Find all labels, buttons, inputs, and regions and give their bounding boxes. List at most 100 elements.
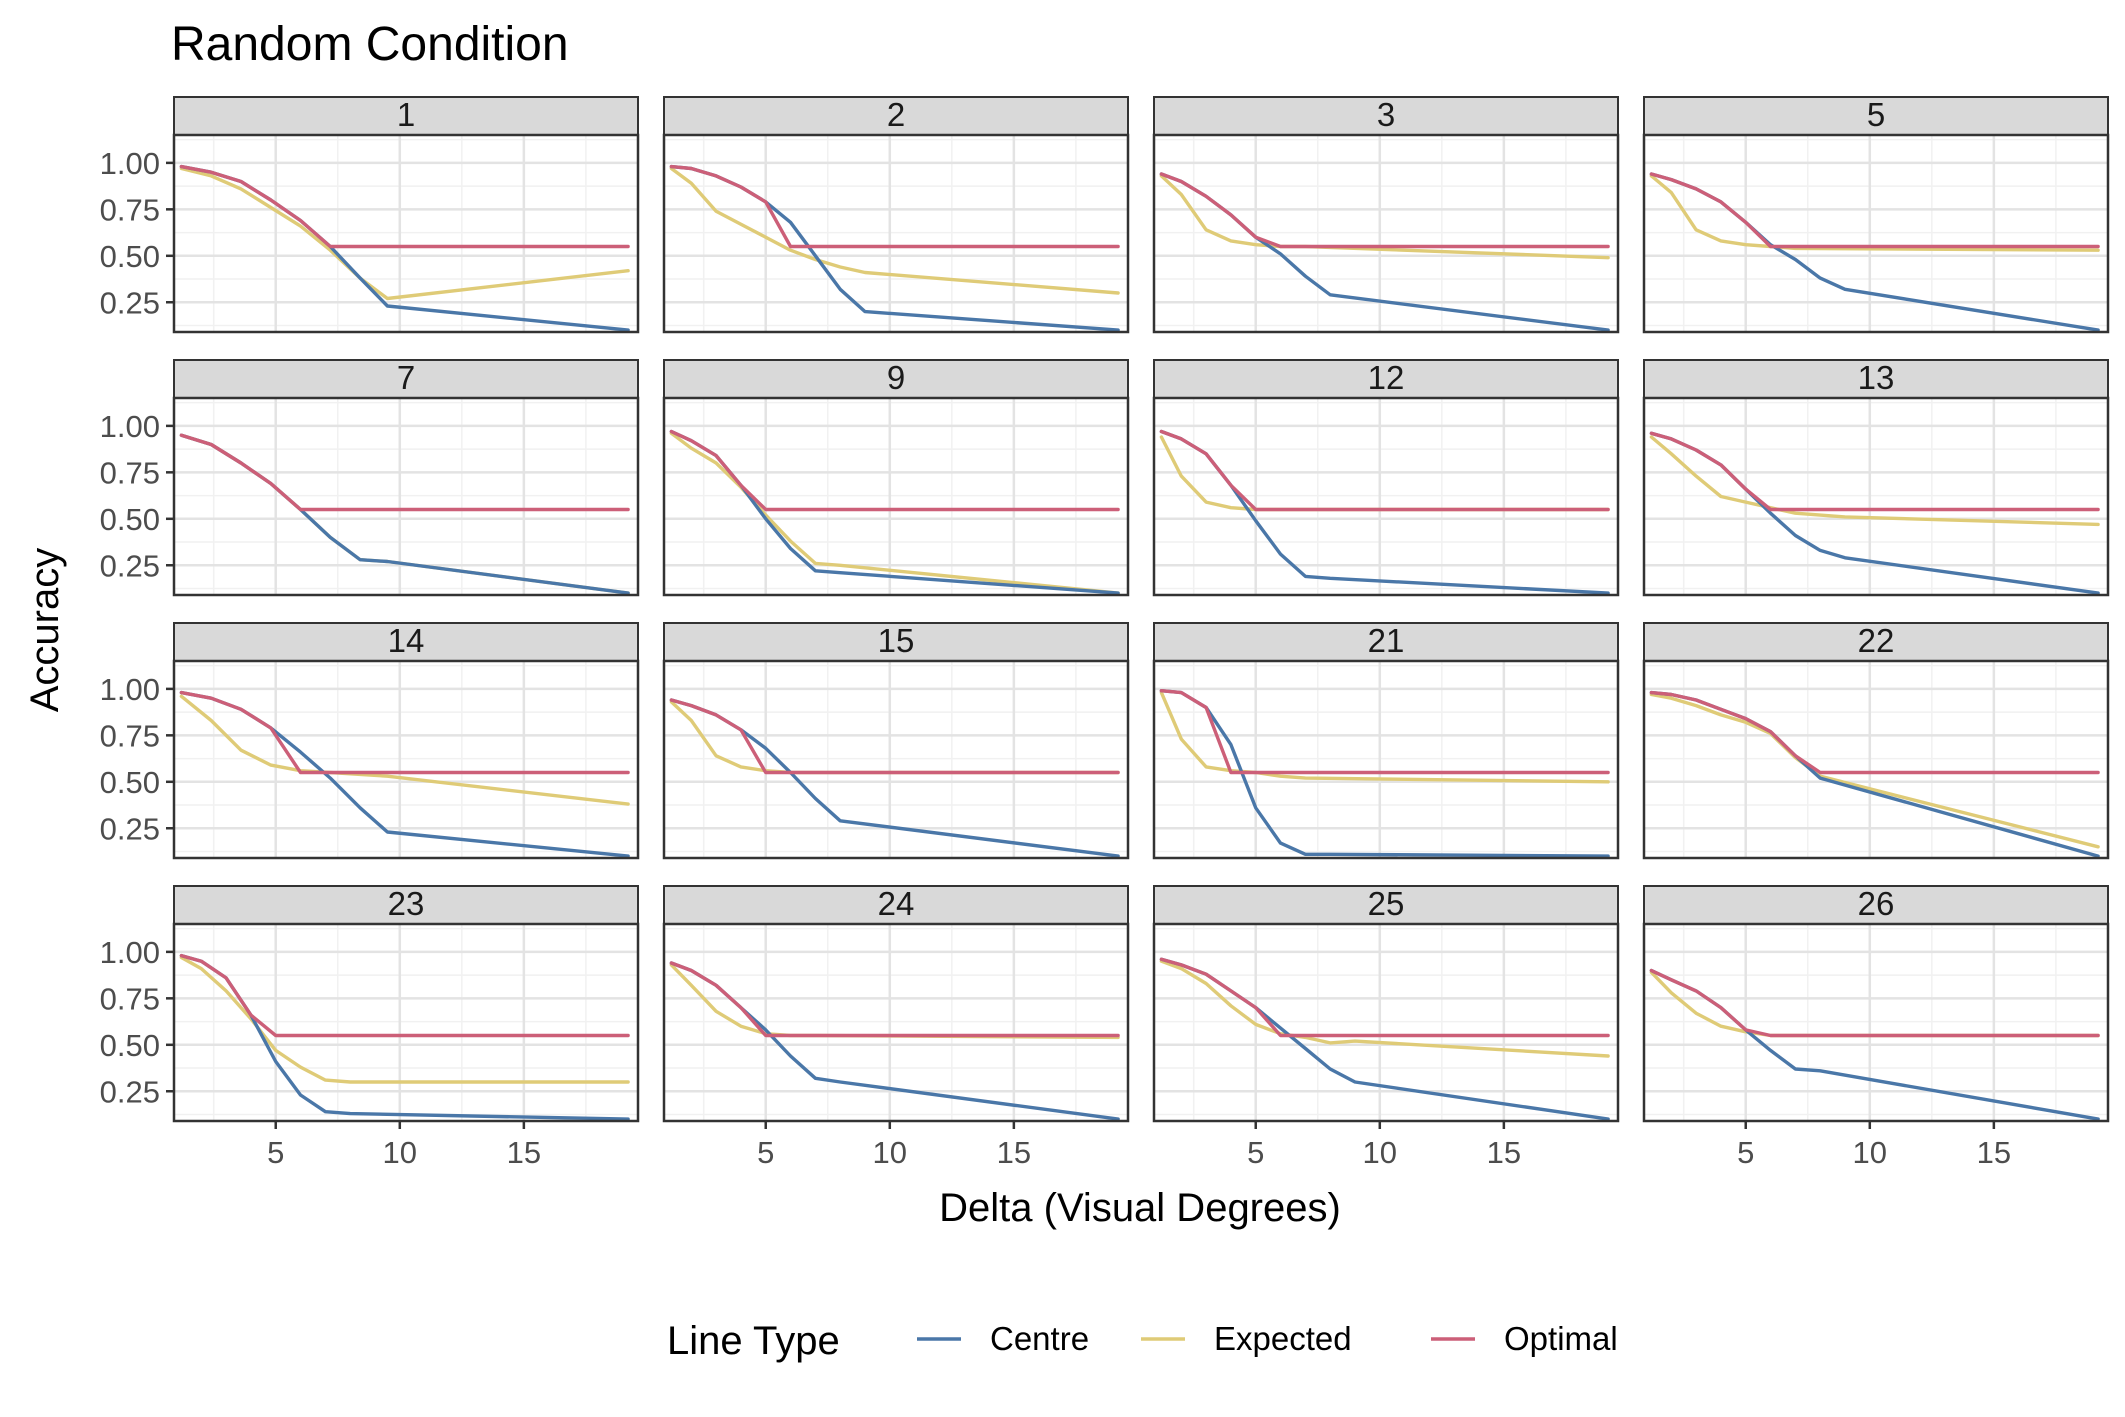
- facet-strip-label: 26: [1858, 885, 1895, 922]
- panel-border: [1152, 133, 1620, 334]
- chart-title: Random Condition: [171, 18, 569, 71]
- facet-panel-22: 22: [1642, 622, 2110, 860]
- series-line-optimal: [669, 698, 1120, 775]
- series-line-expected: [669, 431, 1120, 595]
- facet-panel-3: 3: [1152, 96, 1620, 334]
- facet-strip-label: 1: [397, 96, 415, 133]
- x-tick-label: 5: [1247, 1135, 1264, 1170]
- y-tick-label: 0.25: [100, 811, 160, 846]
- facet-strip-label: 7: [397, 359, 415, 396]
- panel-background: [1644, 661, 2108, 858]
- facet-panel-12: 12: [1152, 359, 1620, 597]
- x-tick-label: 10: [1853, 1135, 1887, 1170]
- legend-label: Expected: [1214, 1320, 1352, 1357]
- series-line-optimal: [669, 164, 1120, 249]
- y-tick-label: 0.75: [100, 718, 160, 753]
- facet-strip: [1153, 622, 1619, 662]
- y-tick-label: 0.25: [100, 285, 160, 320]
- legend-label: Centre: [990, 1320, 1089, 1357]
- panel-background: [1644, 135, 2108, 332]
- panel-border: [1642, 922, 2110, 1123]
- facet-strip: [1643, 885, 2109, 925]
- y-tick-label: 1.00: [100, 409, 160, 444]
- facet-panel-2: 2: [662, 96, 1130, 334]
- series-line-optimal: [179, 433, 630, 512]
- panel-border: [1642, 133, 2110, 334]
- x-tick-label: 15: [997, 1135, 1031, 1170]
- facet-strip-label: 14: [388, 622, 425, 659]
- legend-item-optimal: Optimal: [1431, 1320, 1618, 1357]
- panel-border: [1642, 659, 2110, 860]
- facet-strip: [663, 359, 1129, 399]
- series-line-expected: [1159, 959, 1610, 1058]
- facet-strip-label: 3: [1377, 96, 1395, 133]
- panel-border: [662, 659, 1130, 860]
- facet-panels: 10.250.500.751.002 3 570.250.500.751.009 12…: [100, 96, 2110, 1170]
- y-tick-label: 0.25: [100, 548, 160, 583]
- panel-border: [1642, 396, 2110, 597]
- y-tick-label: 0.75: [100, 981, 160, 1016]
- x-tick-label: 10: [873, 1135, 907, 1170]
- facet-strip-label: 15: [878, 622, 915, 659]
- panel-border: [172, 396, 640, 597]
- series-line-expected: [179, 166, 630, 301]
- facet-strip-label: 21: [1368, 622, 1405, 659]
- series-line-optimal: [1649, 968, 2100, 1038]
- panel-border: [1152, 659, 1620, 860]
- y-tick-label: 0.50: [100, 1028, 160, 1063]
- panel-border: [1152, 922, 1620, 1123]
- facet-panel-9: 9: [662, 359, 1130, 597]
- facet-strip-label: 24: [878, 885, 915, 922]
- facet-strip: [1153, 359, 1619, 399]
- y-tick-label: 1.00: [100, 146, 160, 181]
- facet-panel-25: 25 5 10 15: [1152, 885, 1620, 1170]
- legend-title: Line Type: [667, 1319, 840, 1363]
- y-tick-label: 1.00: [100, 935, 160, 970]
- panel-background: [174, 924, 638, 1121]
- x-tick-label: 5: [757, 1135, 774, 1170]
- panel-border: [662, 396, 1130, 597]
- facet-strip: [1643, 359, 2109, 399]
- panel-background: [1154, 135, 1618, 332]
- facet-panel-21: 21: [1152, 622, 1620, 860]
- panel-border: [662, 133, 1130, 334]
- facet-strip: [663, 96, 1129, 136]
- facet-strip: [173, 622, 639, 662]
- y-tick-label: 0.50: [100, 765, 160, 800]
- facet-panel-23: 23 0.25 0.50 0.75 1.00 5 10 15: [100, 885, 640, 1170]
- panel-border: [172, 133, 640, 334]
- facet-panel-1: 1 0.25 0.50 0.75 1.00: [100, 96, 640, 334]
- panel-border: [172, 659, 640, 860]
- panel-background: [174, 661, 638, 858]
- series-line-optimal: [179, 690, 630, 775]
- series-line-optimal: [1649, 431, 2100, 512]
- panel-background: [1154, 661, 1618, 858]
- x-tick-label: 5: [267, 1135, 284, 1170]
- x-axis-title: Delta (Visual Degrees): [939, 1186, 1341, 1230]
- facet-strip: [173, 885, 639, 925]
- legend-item-centre: Centre: [917, 1320, 1089, 1357]
- facet-strip: [663, 622, 1129, 662]
- series-line-optimal: [1159, 689, 1610, 775]
- facet-strip-label: 2: [887, 96, 905, 133]
- y-tick-label: 0.50: [100, 502, 160, 537]
- facet-strip-label: 22: [1858, 622, 1895, 659]
- panel-border: [662, 922, 1130, 1123]
- panel-background: [664, 661, 1128, 858]
- facet-strip-label: 25: [1368, 885, 1405, 922]
- panel-background: [174, 135, 638, 332]
- y-tick-label: 0.25: [100, 1074, 160, 1109]
- x-tick-label: 15: [1487, 1135, 1521, 1170]
- facet-strip-label: 23: [388, 885, 425, 922]
- facet-strip-label: 12: [1368, 359, 1405, 396]
- x-tick-label: 10: [1363, 1135, 1397, 1170]
- panel-background: [174, 398, 638, 595]
- facet-panel-26: 26 5 10 15: [1642, 885, 2110, 1170]
- facet-panel-13: 13: [1642, 359, 2110, 597]
- facet-strip: [1153, 885, 1619, 925]
- panel-background: [1154, 398, 1618, 595]
- x-tick-label: 10: [383, 1135, 417, 1170]
- series-line-expected: [669, 166, 1120, 295]
- facet-panel-14: 14 0.25 0.50 0.75 1.00: [100, 622, 640, 860]
- legend-label: Optimal: [1504, 1320, 1618, 1357]
